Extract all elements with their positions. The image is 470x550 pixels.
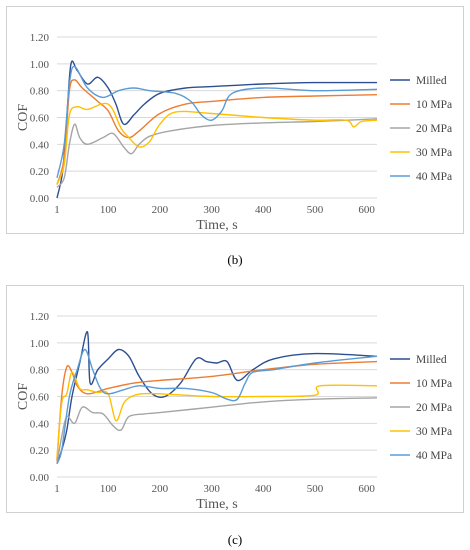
y-tick-label: 1.20: [30, 32, 50, 44]
legend-label: Milled: [416, 75, 447, 87]
x-tick-label: 100: [100, 204, 117, 216]
y-axis-label: COF: [16, 383, 31, 410]
caption-c: (c): [227, 532, 243, 547]
y-tick-label: 1.00: [30, 338, 50, 350]
caption-b: (b): [227, 252, 243, 267]
x-tick-label: 400: [255, 483, 272, 495]
chart-c-svg: 0.00 0.20 0.40 0.60 0.80 1.00 1.20 1 100 200 300 40…: [16, 311, 452, 512]
legend-label: 30 MPa: [416, 426, 452, 438]
x-tick-label: 300: [203, 483, 220, 495]
legend-label: 10 MPa: [416, 378, 452, 390]
y-tick-label: 0.60: [30, 113, 50, 125]
series-line-20-mpa: [56, 397, 378, 464]
x-tick-label: 600: [358, 204, 375, 216]
legend-label: 40 MPa: [416, 171, 452, 183]
series-line-10-mpa: [56, 360, 378, 461]
series-line-10-mpa: [56, 79, 378, 185]
x-tick-label: 500: [307, 483, 324, 495]
x-tick-label: 100: [100, 483, 117, 495]
series-line-40-mpa: [56, 65, 378, 179]
x-tick-label: 200: [152, 204, 169, 216]
chart-b-svg: 0.00 0.20 0.40 0.60 0.80 1.00 1.20 1 100 200 300 40…: [16, 32, 452, 233]
legend-label: 20 MPa: [416, 402, 452, 414]
y-tick-label: 0.00: [30, 472, 50, 484]
y-tick-label: 0.00: [30, 193, 50, 205]
series-line-40-mpa: [56, 348, 378, 464]
legend-label: 20 MPa: [416, 123, 452, 135]
series-line-milled: [56, 60, 378, 199]
x-tick-label: 200: [152, 483, 169, 495]
chart-panel-c: 0.00 0.20 0.40 0.60 0.80 1.00 1.20 1 100 200 300 40…: [6, 285, 464, 513]
y-tick-label: 0.40: [30, 139, 50, 151]
x-tick-label: 500: [307, 204, 324, 216]
x-tick-label: 600: [358, 483, 375, 495]
x-axis-label: Time, s: [196, 218, 238, 233]
legend-label: Milled: [416, 354, 447, 366]
x-tick-label: 400: [255, 204, 272, 216]
x-tick-label: 1: [54, 483, 60, 495]
y-tick-label: 0.20: [30, 445, 50, 457]
y-tick-label: 1.00: [30, 59, 50, 71]
legend-label: 40 MPa: [416, 450, 452, 462]
legend-label: 30 MPa: [416, 147, 452, 159]
y-tick-label: 0.40: [30, 418, 50, 430]
y-tick-label: 0.80: [30, 86, 50, 98]
y-tick-label: 0.20: [30, 166, 50, 178]
series-line-30-mpa: [56, 102, 378, 185]
y-tick-label: 0.80: [30, 365, 50, 377]
x-tick-label: 1: [54, 204, 60, 216]
y-tick-label: 1.20: [30, 311, 50, 323]
x-axis-label: Time, s: [196, 497, 238, 512]
x-tick-label: 300: [203, 204, 220, 216]
y-tick-label: 0.60: [30, 392, 50, 404]
series-line-milled: [56, 331, 378, 464]
chart-panel-b: 0.00 0.20 0.40 0.60 0.80 1.00 1.20 1 100 200 300 40…: [6, 6, 464, 234]
y-axis-label: COF: [16, 104, 31, 131]
series-line-30-mpa: [56, 371, 378, 457]
legend-label: 10 MPa: [416, 99, 452, 111]
series-line-20-mpa: [56, 118, 378, 188]
